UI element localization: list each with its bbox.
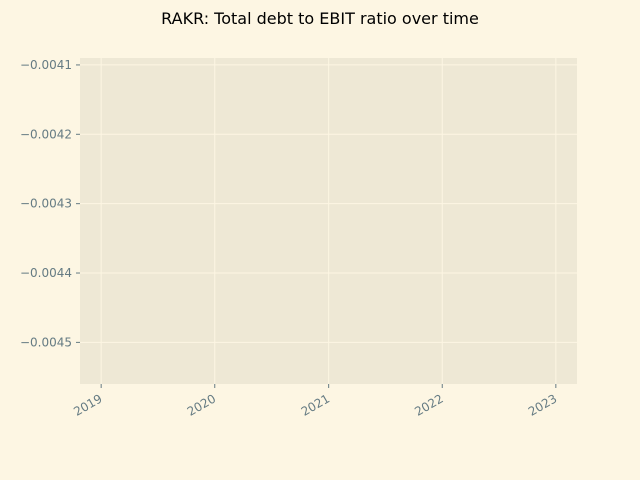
y-tick-label: −0.0045 [20, 335, 72, 349]
y-tick-label: −0.0042 [20, 127, 72, 141]
chart-title: RAKR: Total debt to EBIT ratio over time [161, 9, 479, 28]
grid-lines [80, 58, 577, 384]
y-tick-label: −0.0041 [20, 58, 72, 72]
y-tick-label: −0.0044 [20, 266, 72, 280]
y-axis: −0.0041 −0.0042 −0.0043 −0.0044 −0.0045 [20, 58, 80, 349]
y-tick-label: −0.0043 [20, 197, 72, 211]
